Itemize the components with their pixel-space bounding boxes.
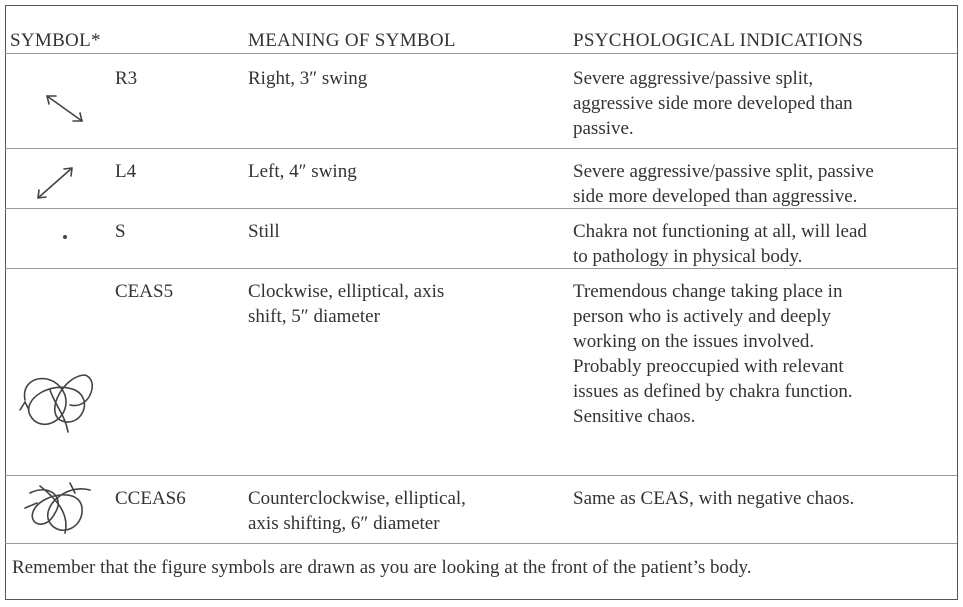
symbol-code: CEAS5 xyxy=(115,281,174,302)
text-line: Left, 4″ swing xyxy=(248,161,357,182)
symbol-code: L4 xyxy=(115,161,137,182)
footnote: Remember that the figure symbols are dra… xyxy=(12,557,752,578)
text-line: Right, 3″ swing xyxy=(248,68,368,89)
meaning-cell: Counterclockwise, elliptical, axis shifti… xyxy=(248,486,466,536)
indications-cell: Chakra not functioning at all, will lead… xyxy=(573,219,867,269)
row-rule xyxy=(5,543,957,544)
row-rule xyxy=(5,53,957,54)
text-line: Clockwise, elliptical, axis xyxy=(248,281,445,302)
symbol-ceas5 xyxy=(19,374,94,433)
indications-cell: Tremendous change taking place in person … xyxy=(573,279,853,429)
text-line: passive. xyxy=(573,118,634,139)
text-line: Same as CEAS, with negative chaos. xyxy=(573,488,855,509)
row-rule xyxy=(5,475,957,476)
text-line: Probably preoccupied with relevant xyxy=(573,356,844,377)
text-line: Tremendous change taking place in xyxy=(573,281,843,302)
symbol-code: R3 xyxy=(115,68,138,89)
text-line: Chakra not functioning at all, will lead xyxy=(573,221,867,242)
text-line: person who is actively and deeply xyxy=(573,306,832,327)
meaning-cell: Left, 4″ swing xyxy=(248,159,357,184)
symbol-s xyxy=(63,235,67,239)
symbol-r3 xyxy=(46,95,83,122)
text-line: Counterclockwise, elliptical, xyxy=(248,488,466,509)
text-line: aggressive side more developed than xyxy=(573,93,853,114)
meaning-cell: Clockwise, elliptical, axis shift, 5″ dia… xyxy=(248,279,444,329)
indications-cell: Severe aggressive/passive split, passive… xyxy=(573,159,874,209)
text-line: Severe aggressive/passive split, xyxy=(573,68,814,89)
row-rule xyxy=(5,208,957,209)
text-line: Sensitive chaos. xyxy=(573,406,696,427)
header-cell: PSYCHOLOGICAL INDICATIONS xyxy=(573,30,864,51)
symbol-code: S xyxy=(115,221,126,242)
meaning-cell: Right, 3″ swing xyxy=(248,66,367,91)
symbol-code: CCEAS6 xyxy=(115,488,186,509)
text-line: working on the issues involved. xyxy=(573,331,815,352)
text-line: Severe aggressive/passive split, passive xyxy=(573,161,874,182)
row-rule xyxy=(5,148,957,149)
symbol-cceas6 xyxy=(24,482,91,534)
header-cell: SYMBOL* xyxy=(10,30,101,51)
text-line: side more developed than aggressive. xyxy=(573,186,858,207)
meaning-cell: Still xyxy=(248,219,280,244)
text-line: Still xyxy=(248,221,280,242)
text-line: shift, 5″ diameter xyxy=(248,306,380,327)
frame xyxy=(5,5,958,600)
indications-cell: Same as CEAS, with negative chaos. xyxy=(573,486,854,511)
symbol-l4 xyxy=(37,167,73,199)
header-cell: MEANING OF SYMBOL xyxy=(248,30,456,51)
row-rule xyxy=(5,268,957,269)
text-line: issues as defined by chakra function. xyxy=(573,381,853,402)
indications-cell: Severe aggressive/passive split, aggressi… xyxy=(573,66,853,141)
text-line: axis shifting, 6″ diameter xyxy=(248,513,440,534)
text-line: to pathology in physical body. xyxy=(573,246,803,267)
